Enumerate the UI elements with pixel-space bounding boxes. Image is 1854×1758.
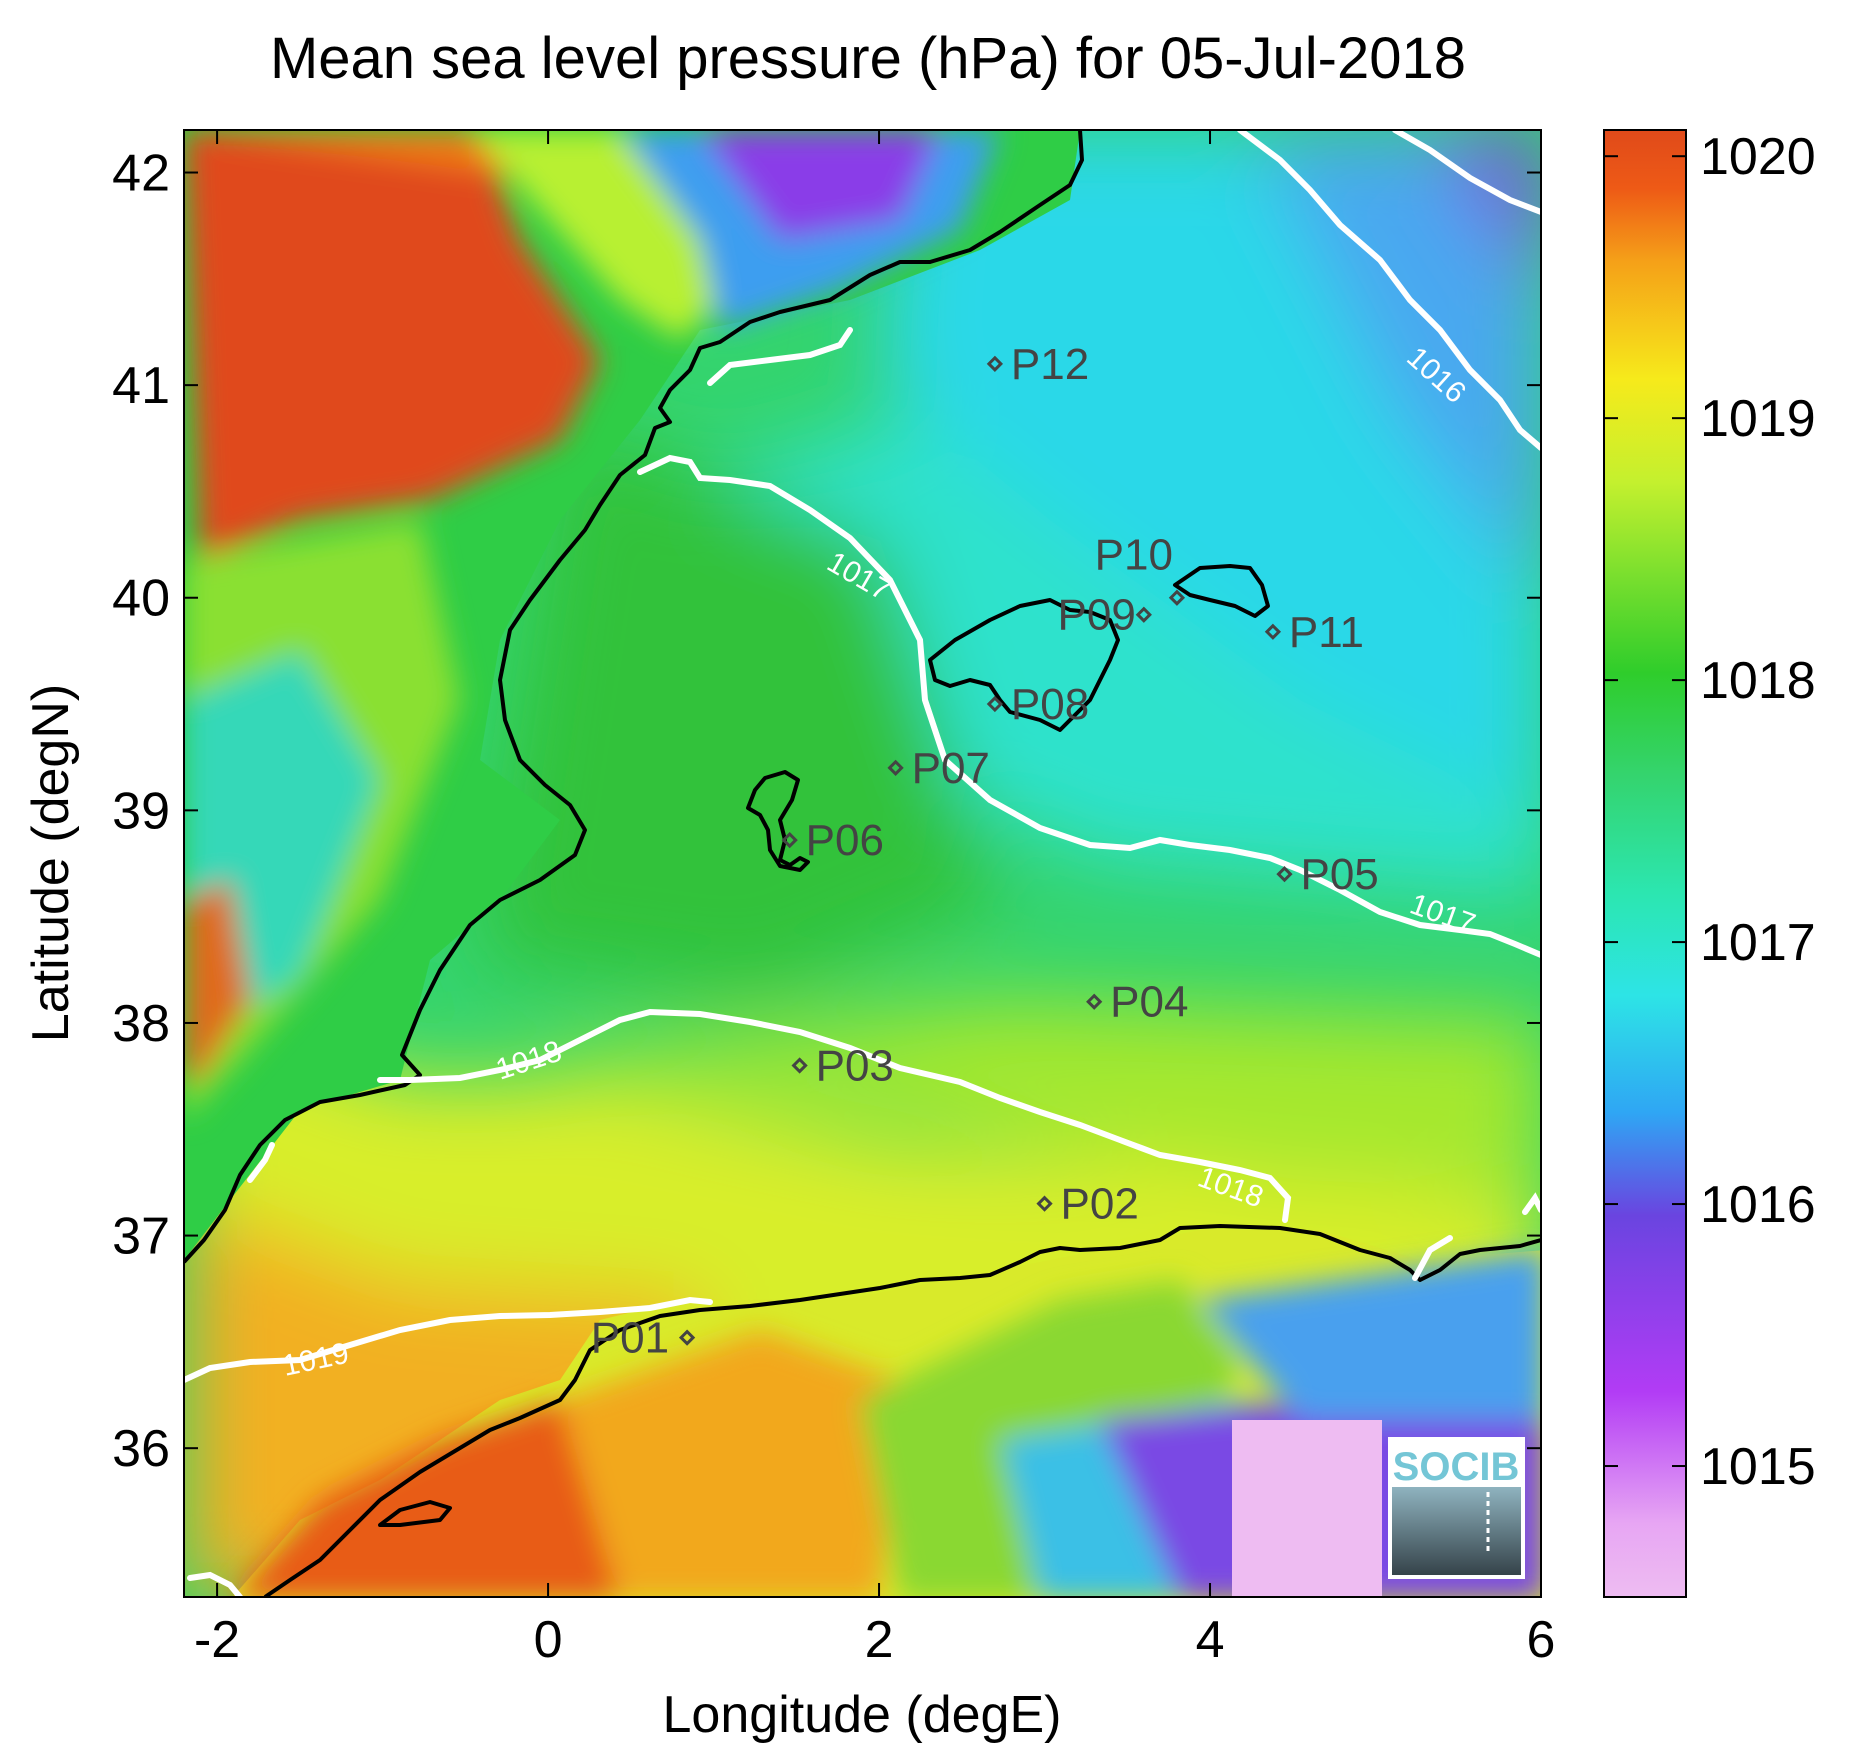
colorbar-gradient [1603,129,1687,1598]
x-tick-label: 2 [865,1611,894,1669]
map-plot-area: 1016 1017 1017 1018 1018 1019 P01P02P03P… [184,130,1541,1597]
contour-1016 [1237,130,1541,451]
station-label: P07 [912,744,990,793]
station-marker [986,695,1004,713]
station-label: P09 [1058,591,1136,640]
contour-1016-coast [707,327,853,386]
station-point-p04: P04 [1086,978,1188,1027]
colorbar-tick-label: 1016 [1700,1176,1816,1234]
x-tick-label: -2 [194,1611,240,1669]
africa-land-field [232,1230,1541,1597]
station-point-p09: P09 [1058,591,1152,640]
low-pressure-patch [1232,1420,1382,1597]
x-axis-label: Longitude (degE) [663,1686,1062,1744]
coastlines [184,130,1541,1597]
station-point-p06: P06 [781,816,884,865]
station-marker [1135,606,1152,623]
station-point-p05: P05 [1276,850,1379,899]
y-tick-label: 39 [112,782,170,840]
station-point-p01: P01 [591,1314,696,1363]
y-tick-label: 42 [112,145,170,203]
menorca-coastline [1173,564,1270,618]
station-marker [887,759,904,776]
mallorca-coastline [928,598,1120,732]
contour-1018-west [247,1142,275,1183]
chart-title: Mean sea level pressure (hPa) for 05-Jul… [270,26,1466,91]
colorbar-tick-label: 1020 [1700,128,1816,186]
iberia-land-field [184,130,1080,1260]
colorbar-ticks: 1015 1016 1017 1018 1019 1020 [1604,128,1816,1496]
station-label: P11 [1289,608,1364,657]
station-point-p10: P10 [1095,531,1186,606]
contour-1019 [184,1296,713,1383]
plot-frame [183,129,1542,1598]
y-tick-label: 37 [112,1208,170,1266]
y-tick-label: 38 [112,995,170,1053]
contour-1016-ne [1392,130,1541,215]
station-marker [1036,1195,1053,1212]
station-label: P05 [1300,850,1378,899]
x-axis: -2 0 2 4 6 [194,130,1555,1669]
station-marker [986,355,1004,372]
station-label: P02 [1061,1180,1139,1229]
station-label: P12 [1011,340,1089,389]
station-marker [781,831,798,849]
y-tick-label: 40 [112,570,170,628]
iberia-coastline [184,130,1084,1264]
alboran-island [378,1500,452,1527]
x-tick-label: 4 [1196,1611,1225,1669]
colorbar: 1015 1016 1017 1018 1019 1020 [1603,128,1816,1598]
station-marker [1264,623,1282,640]
pressure-contours [184,130,1541,1597]
colorbar-tick-label: 1017 [1700,914,1816,972]
y-axis-label: Latitude (degN) [22,684,80,1042]
contour-1018-east [1412,1192,1541,1281]
socib-logo: SOCIB [1388,1437,1525,1579]
contour-1018 [377,1008,1292,1223]
station-label: P06 [806,816,884,865]
station-label: P08 [1011,680,1089,729]
colorbar-tick-label: 1018 [1700,652,1816,710]
station-label: P03 [816,1041,894,1090]
station-marker [1168,589,1186,606]
station-label: P01 [591,1314,669,1363]
y-tick-label: 41 [112,357,170,415]
colorbar-tick-label: 1019 [1700,390,1816,448]
station-label: P10 [1095,531,1173,580]
station-marker [791,1057,808,1074]
africa-coastline [263,1224,1541,1597]
station-marker [678,1329,696,1346]
station-point-p02: P02 [1036,1180,1139,1229]
contour-1019-corner [187,1571,243,1597]
station-label: P04 [1110,978,1188,1027]
ibiza-coastline [746,770,810,872]
station-point-p11: P11 [1264,608,1364,657]
station-point-p12: P12 [986,340,1089,389]
station-marker [1276,866,1293,883]
colorbar-tick-label: 1015 [1700,1438,1816,1496]
station-point-p03: P03 [791,1041,894,1090]
x-tick-label: 0 [534,1611,563,1669]
station-marker [1086,993,1103,1010]
contour-1017 [637,454,1541,958]
station-points: P01 P02 P03 P04 P05 P06 P07 P08 P09 P10 P11 P12 [591,340,1379,1363]
y-axis: 36 37 38 39 40 41 42 [112,145,1541,1478]
socib-logo-text: SOCIB [1393,1445,1520,1489]
station-point-p07: P07 [887,744,990,793]
station-point-p08: P08 [986,680,1089,729]
y-tick-label: 36 [112,1420,170,1478]
x-tick-label: 6 [1527,1611,1556,1669]
